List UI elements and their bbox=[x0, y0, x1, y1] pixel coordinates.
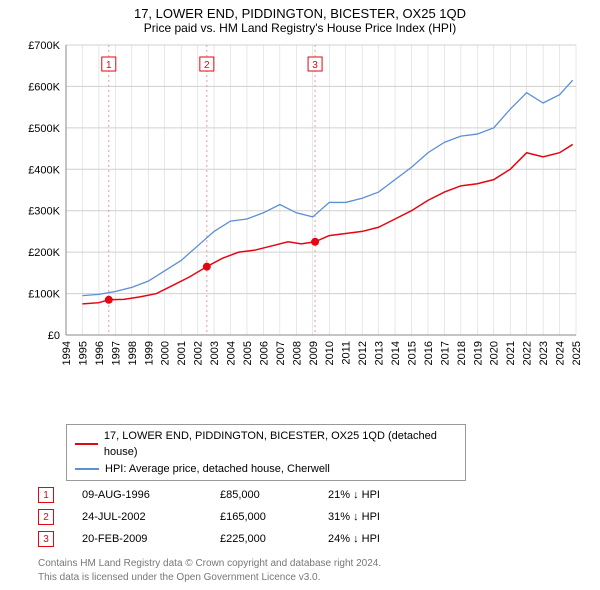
svg-text:2022: 2022 bbox=[522, 341, 534, 365]
svg-text:2018: 2018 bbox=[456, 341, 468, 365]
legend-swatch bbox=[75, 443, 98, 445]
svg-text:1994: 1994 bbox=[61, 341, 73, 365]
svg-text:2005: 2005 bbox=[242, 341, 254, 365]
svg-text:2001: 2001 bbox=[176, 341, 188, 365]
markers-table: 1 09-AUG-1996 £85,000 21% ↓ HPI 2 24-JUL-2002… bbox=[38, 487, 590, 553]
legend-item: HPI: Average price, detached house, Cher… bbox=[75, 461, 457, 478]
marker-pct: 31% ↓ HPI bbox=[328, 511, 428, 523]
marker-price: £85,000 bbox=[220, 489, 300, 501]
legend-label: HPI: Average price, detached house, Cher… bbox=[105, 461, 330, 478]
svg-text:2011: 2011 bbox=[341, 341, 353, 365]
marker-price: £225,000 bbox=[220, 533, 300, 545]
svg-text:2021: 2021 bbox=[505, 341, 517, 365]
svg-text:3: 3 bbox=[312, 60, 318, 71]
svg-text:£300K: £300K bbox=[28, 206, 60, 218]
marker-date: 09-AUG-1996 bbox=[82, 489, 192, 501]
svg-text:2014: 2014 bbox=[390, 341, 402, 365]
svg-text:2019: 2019 bbox=[472, 341, 484, 365]
svg-text:2020: 2020 bbox=[489, 341, 501, 365]
svg-text:£500K: £500K bbox=[28, 123, 60, 135]
chart-subtitle: Price paid vs. HM Land Registry's House … bbox=[10, 21, 590, 35]
svg-text:£0: £0 bbox=[48, 330, 60, 342]
svg-text:2004: 2004 bbox=[226, 341, 238, 365]
svg-text:£400K: £400K bbox=[28, 164, 60, 176]
svg-text:1999: 1999 bbox=[143, 341, 155, 365]
svg-text:£600K: £600K bbox=[28, 81, 60, 93]
marker-date: 24-JUL-2002 bbox=[82, 511, 192, 523]
svg-text:2002: 2002 bbox=[193, 341, 205, 365]
svg-text:1998: 1998 bbox=[127, 341, 139, 365]
marker-price: £165,000 bbox=[220, 511, 300, 523]
marker-pct: 24% ↓ HPI bbox=[328, 533, 428, 545]
legend: 17, LOWER END, PIDDINGTON, BICESTER, OX2… bbox=[66, 424, 466, 482]
svg-text:2017: 2017 bbox=[439, 341, 451, 365]
svg-text:2010: 2010 bbox=[324, 341, 336, 365]
legend-label: 17, LOWER END, PIDDINGTON, BICESTER, OX2… bbox=[104, 428, 457, 461]
marker-row: 1 09-AUG-1996 £85,000 21% ↓ HPI bbox=[38, 487, 590, 503]
legend-item: 17, LOWER END, PIDDINGTON, BICESTER, OX2… bbox=[75, 428, 457, 461]
svg-text:1995: 1995 bbox=[77, 341, 89, 365]
footer-attribution: Contains HM Land Registry data © Crown c… bbox=[38, 557, 590, 584]
marker-row: 2 24-JUL-2002 £165,000 31% ↓ HPI bbox=[38, 509, 590, 525]
svg-text:2024: 2024 bbox=[555, 341, 567, 365]
svg-text:£100K: £100K bbox=[28, 289, 60, 301]
svg-text:2000: 2000 bbox=[160, 341, 172, 365]
svg-text:1996: 1996 bbox=[94, 341, 106, 365]
marker-row: 3 20-FEB-2009 £225,000 24% ↓ HPI bbox=[38, 531, 590, 547]
legend-swatch bbox=[75, 468, 99, 470]
svg-text:2015: 2015 bbox=[406, 341, 418, 365]
marker-number-box: 1 bbox=[38, 487, 54, 503]
marker-date: 20-FEB-2009 bbox=[82, 533, 192, 545]
svg-text:2008: 2008 bbox=[291, 341, 303, 365]
chart-title: 17, LOWER END, PIDDINGTON, BICESTER, OX2… bbox=[10, 6, 590, 21]
svg-text:2025: 2025 bbox=[571, 341, 583, 365]
svg-text:1997: 1997 bbox=[110, 341, 122, 365]
svg-text:2003: 2003 bbox=[209, 341, 221, 365]
svg-text:£200K: £200K bbox=[28, 247, 60, 259]
footer-line1: Contains HM Land Registry data © Crown c… bbox=[38, 557, 590, 571]
chart-area: £0 £100K £200K £300K £400K £500K £600K £700K 199… bbox=[10, 39, 590, 420]
marker-number-box: 3 bbox=[38, 531, 54, 547]
svg-text:2009: 2009 bbox=[308, 341, 320, 365]
svg-text:2007: 2007 bbox=[275, 341, 287, 365]
svg-text:1: 1 bbox=[106, 60, 112, 71]
svg-text:2016: 2016 bbox=[423, 341, 435, 365]
svg-text:2006: 2006 bbox=[258, 341, 270, 365]
marker-pct: 21% ↓ HPI bbox=[328, 489, 428, 501]
svg-text:2023: 2023 bbox=[538, 341, 550, 365]
svg-text:£700K: £700K bbox=[28, 40, 60, 52]
svg-text:2012: 2012 bbox=[357, 341, 369, 365]
marker-number-box: 2 bbox=[38, 509, 54, 525]
svg-text:2013: 2013 bbox=[374, 341, 386, 365]
footer-line2: This data is licensed under the Open Gov… bbox=[38, 571, 590, 585]
line-chart: £0 £100K £200K £300K £400K £500K £600K £700K 199… bbox=[10, 39, 590, 379]
chart-container: 17, LOWER END, PIDDINGTON, BICESTER, OX2… bbox=[0, 0, 600, 590]
svg-text:2: 2 bbox=[204, 60, 210, 71]
